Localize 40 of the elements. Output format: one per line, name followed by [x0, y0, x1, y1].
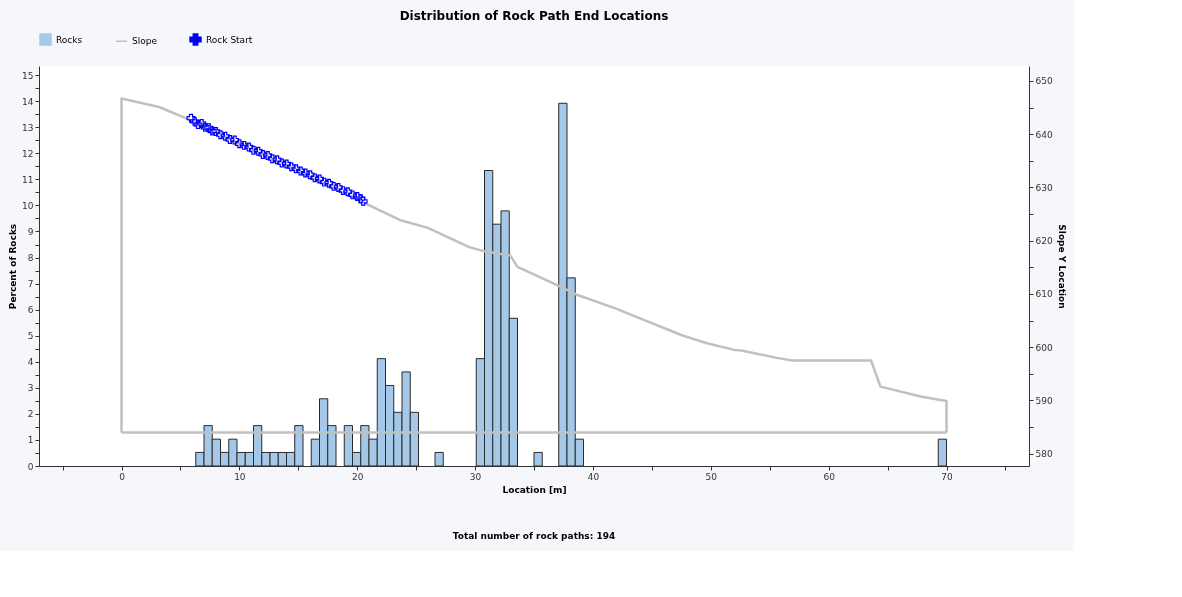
- y-tick-label: 2: [27, 409, 34, 420]
- y-tick-label: 9: [27, 226, 34, 237]
- y-tick-label: 11: [22, 174, 34, 185]
- legend-label: Rock Start: [206, 34, 253, 45]
- y2-tick-label: 610: [1035, 289, 1053, 300]
- y2-tick-label: 580: [1035, 449, 1053, 460]
- y-tick-label: 15: [22, 70, 34, 81]
- x-tick-label: 10: [234, 471, 246, 482]
- y-tick-label: 3: [27, 383, 34, 394]
- y-tick-label: 6: [27, 305, 34, 316]
- y-tick-label: 4: [27, 357, 34, 368]
- x-tick-label: 30: [469, 471, 482, 482]
- y-tick-label: 13: [22, 122, 34, 133]
- y2-tick-label: 590: [1035, 395, 1053, 406]
- y-tick-label: 7: [27, 279, 34, 290]
- y-tick-label: 0: [27, 461, 34, 472]
- chart-title: Distribution of Rock Path End Locations: [399, 9, 669, 23]
- text: Total number of rock paths: 194: [452, 531, 616, 541]
- y-tick-label: 1: [27, 435, 34, 446]
- y2-axis-title: Slope Y Location: [1056, 224, 1067, 309]
- y-tick-label: 14: [22, 96, 34, 107]
- y-tick-label: 8: [27, 253, 34, 264]
- y2-tick-label: 630: [1035, 182, 1053, 193]
- x-tick-label: 60: [823, 471, 836, 482]
- x-tick-label: 40: [587, 471, 600, 482]
- x-tick-label: 20: [351, 471, 364, 482]
- y2-tick-label: 650: [1035, 76, 1053, 87]
- x-tick-label: 0: [119, 471, 126, 482]
- y-axis-title: Percent of Rocks: [8, 223, 19, 310]
- legend-label: Slope: [132, 36, 158, 47]
- y2-tick-label: 600: [1035, 342, 1053, 353]
- y-tick-label: 12: [22, 148, 34, 159]
- x-tick-label: 70: [941, 471, 953, 482]
- y2-tick-label: 620: [1035, 236, 1053, 247]
- y-tick-label: 10: [22, 200, 34, 211]
- legend-label: Rocks: [56, 34, 83, 45]
- y-tick-label: 5: [27, 331, 34, 342]
- y2-tick-label: 640: [1035, 129, 1053, 140]
- x-axis-title: Location [m]: [502, 484, 567, 495]
- x-tick-label: 50: [705, 471, 718, 482]
